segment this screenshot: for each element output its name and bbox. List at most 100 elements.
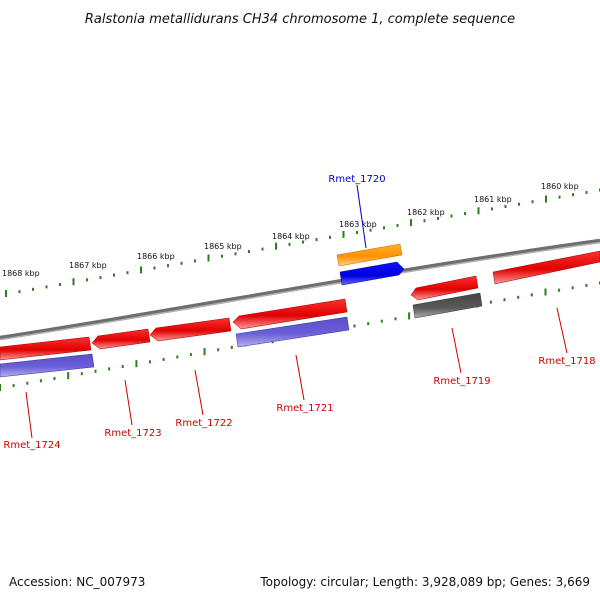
minor-tick bbox=[504, 205, 507, 208]
kbp-label: 1865 kbp bbox=[204, 242, 242, 251]
minor-tick bbox=[59, 283, 61, 286]
gene-arrow-rmet-1719[interactable] bbox=[410, 275, 479, 301]
major-tick bbox=[477, 207, 480, 215]
kbp-label: 1864 kbp bbox=[272, 232, 310, 241]
major-tick bbox=[408, 312, 411, 320]
minor-tick bbox=[329, 235, 331, 239]
minor-tick bbox=[585, 190, 588, 194]
gene-label-rmet-1718[interactable]: Rmet_1718 bbox=[538, 356, 595, 367]
minor-tick bbox=[113, 273, 115, 277]
cds-arrow-rmet-1724[interactable] bbox=[0, 353, 95, 378]
minor-tick bbox=[394, 317, 397, 321]
minor-tick bbox=[26, 381, 29, 385]
minor-tick bbox=[572, 193, 574, 197]
minor-tick bbox=[86, 278, 88, 282]
major-tick bbox=[203, 348, 206, 356]
minor-tick bbox=[162, 357, 165, 361]
gene-labels: Rmet_1720 Rmet_1718 Rmet_1719 Rmet_1721 … bbox=[3, 174, 595, 451]
gene-label-rmet-1724[interactable]: Rmet_1724 bbox=[3, 440, 60, 451]
gene-arrow-orange[interactable] bbox=[336, 243, 403, 267]
minor-tick bbox=[80, 372, 83, 376]
minor-tick bbox=[396, 224, 399, 227]
minor-tick bbox=[194, 259, 196, 263]
map-title: Ralstonia metallidurans CH34 chromosome … bbox=[85, 12, 515, 27]
gene-arrow-rmet-1718[interactable] bbox=[492, 250, 600, 285]
minor-tick bbox=[189, 353, 192, 357]
minor-tick bbox=[234, 252, 237, 256]
minor-tick bbox=[167, 264, 169, 268]
gene-arrow-rmet-1724[interactable] bbox=[0, 336, 92, 361]
upper-tick-track bbox=[5, 188, 600, 297]
minor-tick bbox=[149, 360, 151, 364]
kbp-scale-labels: 1868 kbp 1867 kbp 1866 kbp 1865 kbp 1864… bbox=[2, 182, 579, 278]
minor-tick bbox=[571, 286, 574, 290]
minor-tick bbox=[585, 283, 588, 287]
minor-tick bbox=[248, 250, 250, 253]
major-tick bbox=[275, 242, 277, 250]
minor-tick bbox=[18, 290, 21, 294]
minor-tick bbox=[450, 214, 453, 218]
minor-tick bbox=[491, 207, 493, 211]
gene-label-rmet-1721[interactable]: Rmet_1721 bbox=[276, 403, 333, 414]
kbp-label: 1863 kbp bbox=[339, 220, 377, 229]
minor-tick bbox=[99, 276, 102, 279]
cds-arrow-rmet-1721[interactable] bbox=[235, 316, 350, 348]
gene-label-leaders bbox=[25, 184, 568, 439]
minor-tick bbox=[423, 219, 426, 223]
major-tick bbox=[342, 230, 345, 238]
minor-tick bbox=[230, 345, 233, 349]
minor-tick bbox=[353, 324, 356, 328]
minor-tick bbox=[503, 298, 506, 302]
major-tick bbox=[67, 372, 70, 380]
minor-tick bbox=[437, 216, 439, 220]
minor-tick bbox=[558, 288, 561, 292]
minor-tick bbox=[558, 195, 561, 199]
major-tick bbox=[5, 290, 7, 297]
gene-arrow-rmet-1723[interactable] bbox=[91, 328, 151, 350]
minor-tick bbox=[383, 226, 385, 230]
kbp-label: 1867 kbp bbox=[69, 261, 107, 270]
minor-tick bbox=[464, 212, 466, 216]
major-tick bbox=[410, 219, 412, 227]
minor-tick bbox=[356, 231, 358, 234]
minor-tick bbox=[39, 379, 42, 383]
minor-tick bbox=[530, 293, 533, 297]
minor-tick bbox=[180, 261, 183, 265]
gene-label-rmet-1722[interactable]: Rmet_1722 bbox=[175, 418, 232, 429]
kbp-label: 1860 kbp bbox=[541, 182, 579, 191]
minor-tick bbox=[108, 367, 111, 371]
major-tick bbox=[135, 360, 138, 368]
minor-tick bbox=[531, 200, 534, 204]
gene-label-rmet-1723[interactable]: Rmet_1723 bbox=[104, 428, 161, 439]
minor-tick bbox=[221, 254, 223, 258]
minor-tick bbox=[518, 202, 520, 206]
accession-text: Accession: NC_007973 bbox=[9, 575, 145, 589]
gene-arrow-blue[interactable] bbox=[339, 261, 405, 286]
forward-strand-features bbox=[336, 243, 600, 286]
minor-tick bbox=[94, 369, 97, 373]
kbp-label: 1861 kbp bbox=[474, 195, 512, 204]
kbp-label: 1868 kbp bbox=[2, 269, 40, 278]
gene-label-rmet-1719[interactable]: Rmet_1719 bbox=[433, 376, 490, 387]
gene-arrow-rmet-1722[interactable] bbox=[149, 317, 232, 342]
minor-tick bbox=[45, 285, 48, 289]
minor-tick bbox=[380, 319, 383, 323]
minor-tick bbox=[12, 384, 15, 388]
kbp-label: 1866 kbp bbox=[137, 252, 175, 261]
gene-label-rmet-1720[interactable]: Rmet_1720 bbox=[328, 174, 385, 185]
minor-tick bbox=[302, 240, 304, 244]
major-tick bbox=[544, 288, 547, 296]
gene-arrow-rmet-1721[interactable] bbox=[232, 298, 348, 330]
minor-tick bbox=[261, 247, 264, 251]
minor-tick bbox=[176, 355, 179, 359]
major-tick bbox=[140, 266, 142, 274]
minor-tick bbox=[369, 228, 372, 232]
major-tick bbox=[0, 384, 1, 391]
minor-tick bbox=[32, 287, 34, 291]
topology-stats-text: Topology: circular; Length: 3,928,089 bp… bbox=[259, 575, 590, 589]
minor-tick bbox=[217, 348, 220, 352]
minor-tick bbox=[489, 300, 492, 304]
pseudo-arrow-rmet-1719[interactable] bbox=[412, 292, 483, 319]
